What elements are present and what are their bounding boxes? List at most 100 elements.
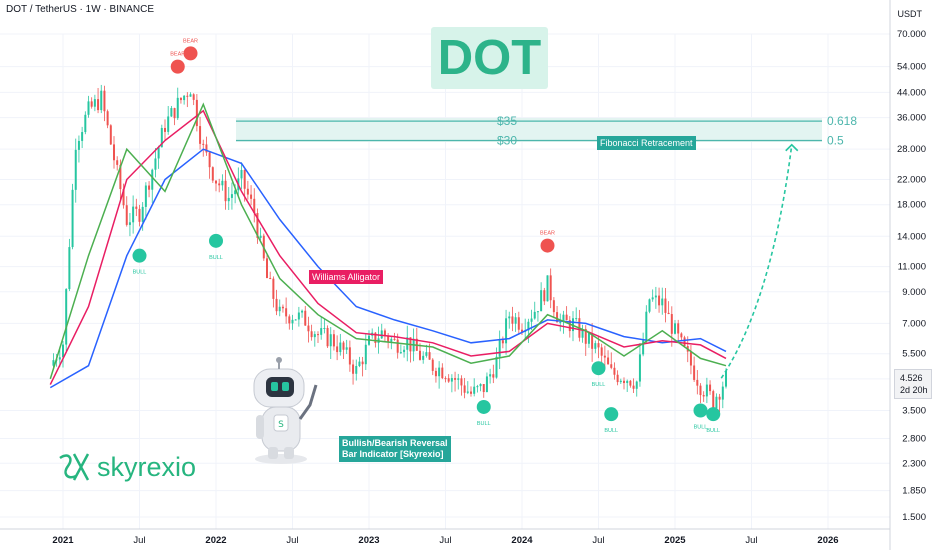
candle-body [221,180,224,186]
candle-body [399,352,402,354]
candle-body [658,295,661,306]
candle-body [725,370,727,387]
candle-body [549,275,552,301]
candle-body [103,90,106,112]
candle-body [498,340,501,357]
candle-body [240,169,243,179]
candle-body [482,384,485,393]
candle-body [696,379,699,386]
y-tick-label: 1.850 [902,486,926,497]
candle-body [466,391,469,393]
candle-body [326,327,329,347]
candle-body [256,213,259,238]
signal-label: BEAR [170,52,185,58]
fib-ratio-label: 0.618 [827,114,857,128]
symbol-header[interactable]: DOT / TetherUS · 1W · BINANCE [6,4,154,15]
candle-body [463,385,466,393]
skyrexio-logo-icon [59,453,90,481]
current-price: 4.526 [900,373,923,383]
bull-signal-dot [604,407,619,422]
candle-body [179,97,182,101]
x-tick-label: Jul [592,535,604,546]
indicator-label: Bullish/Bearish Reversal Bar Indicator [… [339,436,451,462]
candle-body [109,125,112,145]
bull-signal-dot [591,361,606,376]
fib-price-label: $30 [497,133,517,147]
currency-label: USDT [897,9,923,19]
fib-zone [236,118,822,142]
candle-body [505,318,508,344]
signal-label: BULL [604,428,618,434]
candle-body [626,380,629,384]
y-tick-label: 18.000 [897,200,926,211]
candle-body [148,185,151,190]
signal-label: BULL [694,425,708,431]
indicator-label-line-2: Bar Indicator [Skyrexio] [342,449,444,459]
candle-body [90,101,93,107]
x-tick-label: 2025 [664,535,686,546]
candle-body [581,328,584,338]
candle-body [288,316,291,324]
y-tick-label: 2.800 [902,434,926,445]
candle-body [186,95,189,97]
candle-body [565,314,568,321]
candle-body [128,222,131,225]
candle-body [648,299,651,312]
candle-body [431,359,434,371]
candle-body [393,338,396,340]
candle-body [243,169,246,189]
candle-body [514,317,517,324]
candle-body [342,342,345,350]
candle-body [527,321,530,331]
current-price-badge: 4.526 2d 20h [894,369,932,399]
candle-body [93,99,96,107]
candle-body [600,347,603,356]
candle-body [559,322,562,324]
candle-body [157,147,160,159]
candle-body [383,330,386,336]
candle-body [667,312,670,315]
candle-body [313,334,316,338]
candle-body [670,314,673,334]
alligator-lines [49,102,727,389]
candle-body [192,94,195,100]
candle-body [52,360,55,366]
bull-signal-dot [706,407,721,422]
candle-body [540,290,543,312]
signal-label: BULL [209,255,223,261]
candle-body [339,342,342,353]
bear-signal-dot [540,238,555,253]
candle-body [364,344,367,365]
candle-body [562,314,565,323]
candle-body [294,319,297,321]
candle-body [390,338,393,342]
candle-body [546,275,549,302]
candle-body [489,374,492,377]
candle-body [176,97,179,119]
candle-body [144,185,147,207]
candle-body [575,318,578,320]
candle-body [705,384,708,397]
y-tick-label: 44.000 [897,87,926,98]
candle-body [125,205,128,225]
candle-body [106,111,109,126]
candle-body [613,367,616,375]
candle-body [205,144,208,153]
candle-body [651,297,654,300]
candle-body [597,343,600,348]
candle-body [645,311,648,341]
candle-body [352,364,355,374]
fib-ratio-label: 0.5 [827,133,844,147]
candle-body [556,312,559,323]
candle-body [215,180,217,184]
candle-body [259,235,262,238]
candle-body [253,198,256,214]
candle-body [603,355,606,358]
candle-body [227,197,230,202]
logo-text: skyrexio [97,452,197,482]
candle-body [71,189,74,248]
candle-body [447,378,450,382]
candle-body [536,311,539,313]
candle-body [642,340,645,355]
bear-signal-dot [170,59,185,74]
